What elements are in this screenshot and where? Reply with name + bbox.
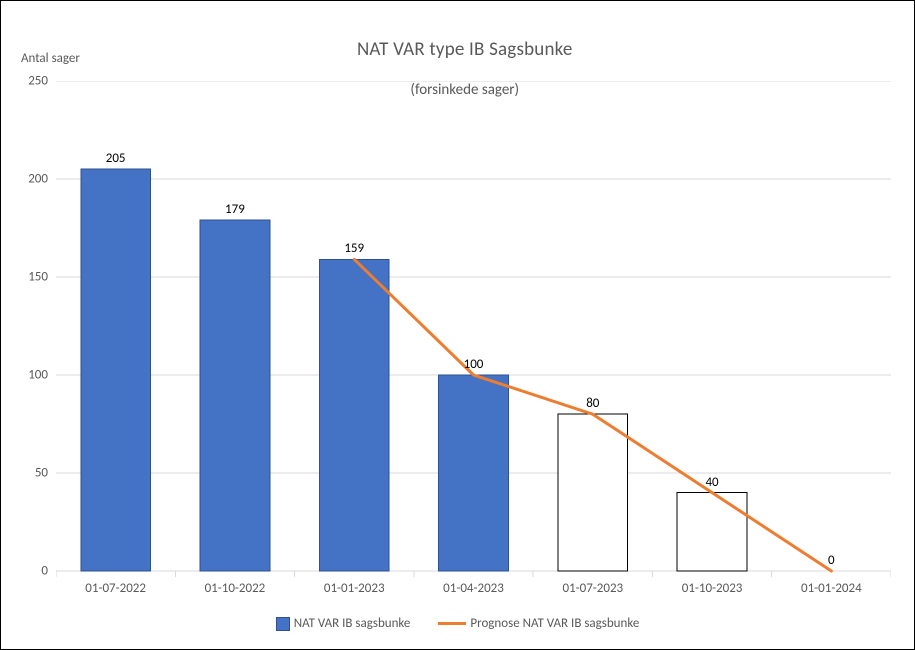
bar-value-label: 100: [464, 357, 484, 372]
bar-value-label: 0: [828, 553, 835, 568]
plot-area: [56, 81, 891, 579]
y-tick-label: 0: [8, 564, 48, 579]
legend-label-bar: NAT VAR IB sagsbunke: [294, 616, 411, 631]
chart-frame: NAT VAR type IB Sagsbunke (forsinkede sa…: [0, 0, 915, 650]
x-tick-label: 01-04-2023: [443, 581, 504, 596]
x-tick-label: 01-07-2022: [85, 581, 146, 596]
bar-value-label: 179: [225, 202, 245, 217]
y-tick-label: 100: [8, 368, 48, 383]
legend-label-line: Prognose NAT VAR IB sagsbunke: [470, 616, 639, 631]
y-tick-label: 200: [8, 172, 48, 187]
x-tick-label: 01-10-2022: [205, 581, 266, 596]
legend: NAT VAR IB sagsbunke Prognose NAT VAR IB…: [1, 616, 914, 631]
legend-item-line: Prognose NAT VAR IB sagsbunke: [438, 616, 639, 631]
x-tick-label: 01-01-2023: [324, 581, 385, 596]
chart-title-main: NAT VAR type IB Sagsbunke: [357, 38, 573, 61]
y-tick-label: 150: [8, 270, 48, 285]
bar-value-label: 159: [344, 241, 364, 256]
legend-item-bar: NAT VAR IB sagsbunke: [276, 616, 411, 631]
y-axis-title: Antal sager: [21, 51, 80, 66]
x-tick-label: 01-07-2023: [562, 581, 623, 596]
y-tick-label: 50: [8, 466, 48, 481]
y-tick-label: 250: [8, 74, 48, 89]
x-tick-label: 01-10-2023: [682, 581, 743, 596]
legend-swatch-line-icon: [438, 622, 466, 625]
bar-value-label: 80: [586, 396, 599, 411]
bar-value-label: 40: [705, 475, 718, 490]
legend-swatch-bar-icon: [276, 617, 290, 631]
x-tick-label: 01-01-2024: [801, 581, 862, 596]
bar-value-label: 205: [106, 151, 126, 166]
